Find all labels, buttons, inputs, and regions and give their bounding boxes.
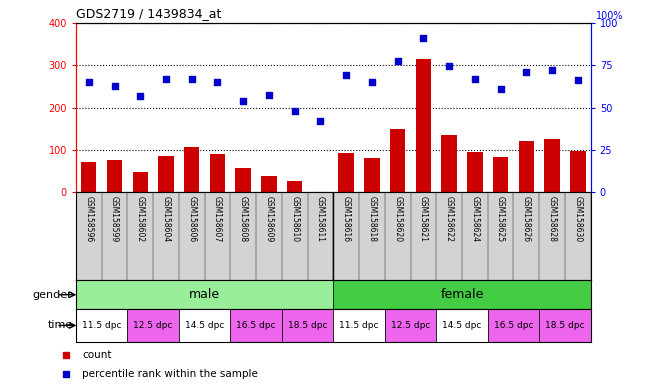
Point <box>521 69 532 75</box>
Bar <box>81 162 96 192</box>
Bar <box>493 157 508 192</box>
Point <box>444 63 455 69</box>
Point <box>315 118 326 124</box>
Bar <box>184 147 199 192</box>
Bar <box>539 309 591 342</box>
Text: 12.5 dpc: 12.5 dpc <box>133 321 173 330</box>
Text: 14.5 dpc: 14.5 dpc <box>442 321 482 330</box>
Point <box>418 35 429 41</box>
Text: 11.5 dpc: 11.5 dpc <box>339 321 379 330</box>
Bar <box>339 153 354 192</box>
Text: time: time <box>48 320 73 331</box>
Bar <box>416 59 431 192</box>
Text: 16.5 dpc: 16.5 dpc <box>494 321 533 330</box>
Point <box>83 79 94 85</box>
Text: GSM158621: GSM158621 <box>419 197 428 242</box>
Point <box>367 79 378 85</box>
Bar <box>76 280 333 309</box>
Point <box>290 108 300 114</box>
Text: 18.5 dpc: 18.5 dpc <box>545 321 585 330</box>
Bar <box>133 172 148 192</box>
Text: GSM158630: GSM158630 <box>574 197 582 243</box>
Point <box>135 93 146 99</box>
Bar <box>390 129 405 192</box>
Point <box>393 58 403 64</box>
Point <box>547 67 558 73</box>
Bar <box>210 154 225 192</box>
Bar <box>230 309 282 342</box>
Bar <box>333 280 591 309</box>
Point <box>341 72 352 78</box>
Text: 18.5 dpc: 18.5 dpc <box>288 321 327 330</box>
Bar <box>364 158 380 192</box>
Text: GSM158611: GSM158611 <box>316 197 325 242</box>
Bar <box>261 176 277 192</box>
Bar <box>287 180 302 192</box>
Text: percentile rank within the sample: percentile rank within the sample <box>82 369 258 379</box>
Text: GSM158616: GSM158616 <box>342 197 350 243</box>
Text: GSM158606: GSM158606 <box>187 197 196 243</box>
Text: GDS2719 / 1439834_at: GDS2719 / 1439834_at <box>76 7 221 20</box>
Bar <box>467 152 482 192</box>
Text: GSM158604: GSM158604 <box>162 197 170 243</box>
Text: GSM158610: GSM158610 <box>290 197 299 243</box>
Point <box>213 79 223 85</box>
Text: 14.5 dpc: 14.5 dpc <box>185 321 224 330</box>
Text: 16.5 dpc: 16.5 dpc <box>236 321 276 330</box>
Point <box>161 76 172 82</box>
Text: GSM158608: GSM158608 <box>239 197 248 243</box>
Bar <box>519 141 534 192</box>
Bar <box>436 309 488 342</box>
Point <box>110 83 120 89</box>
Bar <box>544 139 560 192</box>
Text: GSM158618: GSM158618 <box>368 197 376 242</box>
Text: GSM158625: GSM158625 <box>496 197 505 243</box>
Bar <box>158 156 174 192</box>
Bar <box>107 161 122 192</box>
Bar <box>333 309 385 342</box>
Text: female: female <box>440 288 484 301</box>
Text: GSM158622: GSM158622 <box>445 197 453 242</box>
Bar <box>282 309 333 342</box>
Text: GSM158626: GSM158626 <box>522 197 531 243</box>
Bar <box>127 309 179 342</box>
Bar <box>76 309 127 342</box>
Point <box>238 98 249 104</box>
Text: 100%: 100% <box>596 12 623 22</box>
Text: GSM158596: GSM158596 <box>84 197 93 243</box>
Text: GSM158609: GSM158609 <box>265 197 273 243</box>
Text: 12.5 dpc: 12.5 dpc <box>391 321 430 330</box>
Text: 11.5 dpc: 11.5 dpc <box>82 321 121 330</box>
Bar <box>179 309 230 342</box>
Bar <box>488 309 539 342</box>
Text: GSM158607: GSM158607 <box>213 197 222 243</box>
Bar <box>442 134 457 192</box>
Text: male: male <box>189 288 220 301</box>
Text: count: count <box>82 350 112 360</box>
Text: GSM158620: GSM158620 <box>393 197 402 243</box>
Text: gender: gender <box>33 290 73 300</box>
Bar <box>385 309 436 342</box>
Bar <box>570 151 585 192</box>
Point <box>264 92 275 98</box>
Bar <box>236 168 251 192</box>
Text: GSM158602: GSM158602 <box>136 197 145 243</box>
Point <box>187 76 197 82</box>
Point <box>470 76 480 82</box>
Point <box>573 78 583 84</box>
Text: GSM158624: GSM158624 <box>471 197 479 243</box>
Text: GSM158599: GSM158599 <box>110 197 119 243</box>
Text: GSM158628: GSM158628 <box>548 197 556 242</box>
Point <box>496 86 506 92</box>
